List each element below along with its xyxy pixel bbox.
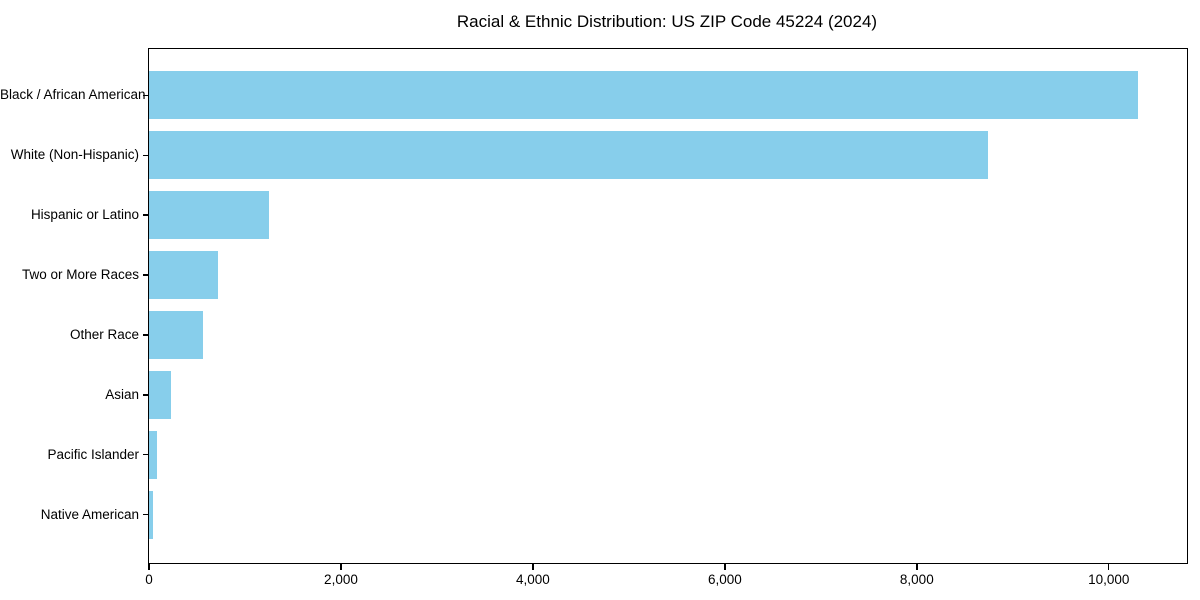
chart-bar <box>149 430 157 479</box>
y-tick-mark <box>143 513 148 516</box>
y-tick-label: Asian <box>105 386 139 402</box>
x-tick-mark <box>340 564 342 570</box>
chart-bar <box>149 490 154 539</box>
y-tick-label: White (Non-Hispanic) <box>10 147 139 163</box>
y-tick-mark <box>143 274 148 276</box>
x-tick-mark <box>532 564 534 570</box>
x-tick-mark <box>724 564 726 570</box>
x-tick-label: 4,000 <box>516 572 550 587</box>
y-tick-mark <box>143 154 148 156</box>
plot-area <box>148 48 1188 564</box>
y-tick-label: Native American <box>40 506 139 522</box>
chart-bar <box>149 370 172 419</box>
x-tick-label: 10,000 <box>1088 572 1130 587</box>
x-tick-mark <box>148 564 150 570</box>
chart-bar <box>149 191 269 240</box>
x-tick-mark <box>1108 564 1110 570</box>
chart-bar <box>149 131 988 180</box>
y-tick-mark <box>143 454 148 456</box>
y-tick-mark <box>143 334 148 336</box>
x-tick-mark <box>916 564 918 570</box>
y-tick-label: Two or More Races <box>21 267 139 283</box>
x-tick-label: 2,000 <box>324 572 358 587</box>
y-tick-label: Other Race <box>69 326 139 342</box>
chart-bar <box>149 310 204 359</box>
y-tick-label: Black / African American <box>0 87 146 103</box>
y-tick-mark <box>143 214 148 216</box>
y-tick-label: Pacific Islander <box>47 446 139 462</box>
y-tick-label: Hispanic or Latino <box>30 207 139 223</box>
chart-bar <box>149 71 1138 120</box>
chart-bar <box>149 251 219 299</box>
y-tick-mark <box>143 394 148 396</box>
x-tick-label: 0 <box>145 572 153 587</box>
y-tick-mark <box>143 94 148 97</box>
chart-title: Racial & Ethnic Distribution: US ZIP Cod… <box>456 12 878 31</box>
x-tick-label: 8,000 <box>899 572 934 587</box>
x-tick-label: 6,000 <box>707 572 742 587</box>
